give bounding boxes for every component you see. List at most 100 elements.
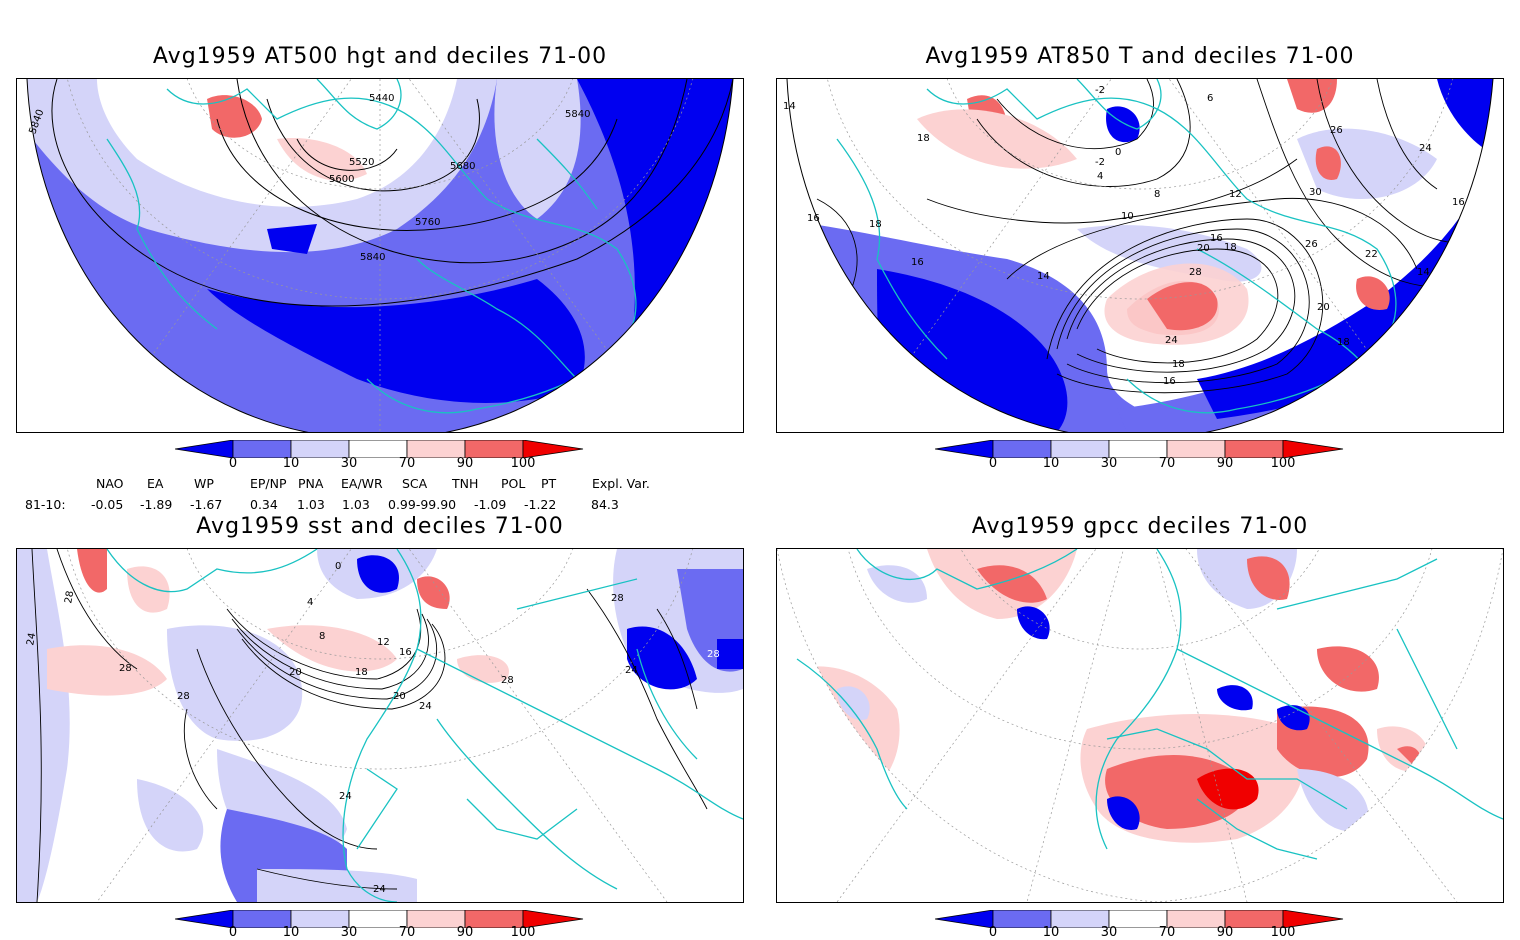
contour-label: 12 [1229,189,1242,200]
contour-label: 16 [1210,233,1223,244]
colorbar-tick: 30 [340,456,358,471]
contour-label: 18 [1337,337,1350,348]
contour-label: 5520 [349,157,374,168]
colorbar-segment [935,440,994,458]
contour-label: 22 [1365,249,1378,260]
contour-label: 12 [377,637,390,648]
colorbar-segment [175,440,234,458]
contour-label: 14 [783,101,796,112]
colorbar-tick: 30 [1100,925,1118,940]
map-panel-1: 5840 5440 5520 5600 5680 5760 5840 5840 [16,78,744,433]
contour-label: 16 [1163,376,1176,387]
index-value: 1.03 [342,497,370,512]
contour-label: 26 [1305,239,1318,250]
colorbar-tick: 10 [282,925,300,940]
index-header: PT [541,476,557,491]
colorbar-tick: 70 [1158,925,1176,940]
index-value: 0.99-99.90 [388,497,457,512]
colorbar-4: 0 10 30 70 90 100 [935,910,1345,940]
contour-label: 24 [1165,335,1178,346]
colorbar-tick: 10 [282,456,300,471]
map-panel-2: 14 -2 0 -2 4 6 18 16 18 16 10 8 12 14 16… [776,78,1504,433]
colorbar-1: 0 10 30 70 90 100 [175,440,585,474]
contour-label: 4 [307,597,313,608]
colorbar-tick: 0 [988,925,998,940]
contour-label: 20 [289,667,302,678]
contour-label: 16 [1452,197,1465,208]
index-header: SCA [402,476,428,491]
contour-label: 16 [807,213,820,224]
index-header: EP/NP [250,476,287,491]
contour-label: 18 [355,667,368,678]
contour-label: 14 [1037,271,1050,282]
contour-label: 16 [911,257,924,268]
colorbar-tick: 30 [340,925,358,940]
contour-label: 18 [917,133,930,144]
contour-label: 20 [1317,302,1330,313]
colorbar-tick: 10 [1042,925,1060,940]
contour-label: 28 [177,691,190,702]
contour-label: 24 [25,632,38,646]
colorbar-segment [935,910,994,928]
contour-label: 5840 [565,109,590,120]
index-value: -1.09 [474,497,507,512]
contour-label: 28 [1189,267,1202,278]
colorbar-tick: 0 [228,925,238,940]
map-panel-3: 28 24 28 28 24 20 18 12 8 4 0 16 20 24 2… [16,548,744,903]
colorbar-tick: 90 [456,456,474,471]
contour-label: 10 [1121,211,1134,222]
index-header: TNH [452,476,479,491]
index-value: -0.05 [91,497,124,512]
contour-label: 8 [1154,189,1160,200]
contour-label: 24 [339,791,352,802]
index-header: EA/WR [341,476,383,491]
contour-label: 0 [335,561,341,572]
colorbar-tick: 70 [398,456,416,471]
colorbar-segment [522,440,584,458]
panel-1-title: Avg1959 AT500 hgt and deciles 71-00 [152,44,608,69]
panel-2-title: Avg1959 AT850 T and deciles 71-00 [925,44,1355,69]
contour-label: 24 [1419,143,1432,154]
map-panel-4 [776,548,1504,903]
contour-label: 5440 [369,93,394,104]
colorbar-tick: 0 [988,456,998,471]
colorbar-tick: 90 [1216,925,1234,940]
index-row-label: 81-10: [25,497,66,512]
index-value: -1.22 [524,497,557,512]
contour-label: 24 [625,665,638,676]
index-header: NAO [96,476,124,491]
index-header: WP [194,476,214,491]
contour-label: -2 [1095,85,1105,96]
contour-label: 4 [1097,171,1103,182]
index-header: EA [147,476,164,491]
contour-label: 26 [1330,125,1343,136]
contour-label: 18 [1224,242,1237,253]
contour-label: -2 [1095,157,1105,168]
index-header: Expl. Var. [592,476,650,491]
colorbar-3: 0 10 30 70 90 100 [175,910,585,940]
panel-3-title: Avg1959 sst and deciles 71-00 [196,514,564,539]
colorbar-segment [175,910,234,928]
colorbar-tick: 100 [510,456,536,471]
colorbar-tick: 100 [1270,456,1296,471]
colorbar-2: 0 10 30 70 90 100 [935,440,1345,474]
contour-label: 18 [869,219,882,230]
index-value: 0.34 [250,497,278,512]
contour-label: 14 [1417,267,1430,278]
colorbar-segment [1282,440,1344,458]
colorbar-tick: 70 [1158,456,1176,471]
contour-label: 0 [1115,147,1121,158]
contour-label: 28 [119,663,132,674]
contour-label: 28 [501,675,514,686]
colorbar-tick: 0 [228,456,238,471]
contour-label: 28 [611,593,624,604]
colorbar-tick: 70 [398,925,416,940]
contour-label: 18 [1172,359,1185,370]
colorbar-tick: 100 [1270,925,1296,940]
contour-label: 20 [1197,243,1210,254]
contour-label: 16 [399,647,412,658]
contour-label: 5760 [415,217,440,228]
colorbar-tick: 30 [1100,456,1118,471]
contour-label: 24 [419,701,432,712]
colorbar-segment [522,910,584,928]
